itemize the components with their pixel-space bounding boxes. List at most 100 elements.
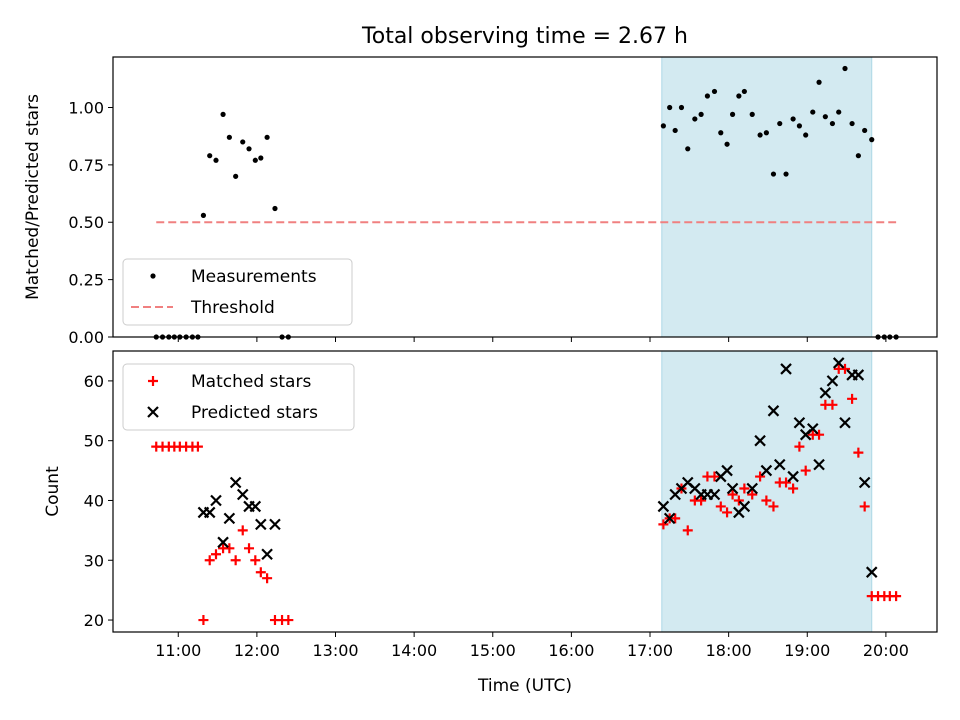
matched-star-point — [250, 555, 261, 566]
measurement-point — [757, 132, 763, 138]
matched-star-point — [840, 363, 851, 374]
measurement-point — [736, 93, 742, 99]
measurement-point — [704, 93, 711, 99]
measurement-point — [729, 111, 736, 117]
measurement-point — [749, 111, 755, 117]
predicted-star-point — [269, 518, 281, 531]
x-tick-label: 13:00 — [312, 641, 358, 660]
measurement-point — [233, 173, 239, 179]
measurement-point — [855, 153, 861, 159]
matched-star-point — [859, 501, 870, 512]
x-tick-label: 16:00 — [548, 641, 594, 660]
y-tick-label: 0.00 — [68, 328, 104, 347]
measurement-point — [213, 157, 219, 163]
x-tick-label: 11:00 — [155, 641, 201, 660]
matched-star-point — [198, 615, 209, 626]
predicted-star-point — [261, 548, 273, 561]
measurement-point — [849, 120, 855, 127]
x-tick-label: 14:00 — [391, 641, 437, 660]
y-tick-label: 20 — [84, 611, 104, 630]
measurement-point — [803, 132, 809, 138]
x-tick-label: 20:00 — [863, 641, 909, 660]
y-tick-label: 0.50 — [68, 213, 104, 232]
matched-star-point — [739, 483, 750, 494]
predicted-star-point — [203, 506, 216, 519]
matched-star-point — [800, 465, 811, 476]
matched-star-point — [283, 615, 294, 626]
matched-star-point — [827, 399, 838, 410]
matched-star-point — [696, 495, 707, 506]
predicted-star-point — [813, 458, 825, 471]
measurement-point — [822, 114, 828, 120]
measurement-point — [240, 139, 246, 145]
predicted-star-point — [746, 482, 759, 495]
measurement-point — [711, 88, 718, 95]
matched-star-point — [794, 441, 805, 452]
matched-star-point — [682, 525, 693, 536]
x-tick-label: 12:00 — [234, 641, 280, 660]
matched-star-point — [853, 447, 864, 458]
predicted-star-point — [223, 512, 236, 525]
matched-star-point — [230, 555, 241, 566]
legend-matched-swatch — [148, 376, 158, 386]
legend: Measurements Threshold — [122, 258, 353, 326]
predicted-star-point — [657, 500, 670, 513]
measurement-point — [692, 116, 698, 122]
top-panel: 0.00 0.25 0.50 0.75 1.00 Matched/Predicted st… — [23, 56, 938, 347]
matched-star-point — [722, 507, 733, 518]
x-tick-label: 17:00 — [627, 641, 673, 660]
y-tick-label: 50 — [84, 432, 104, 451]
measurement-point — [718, 130, 724, 136]
predicted-star-point — [210, 494, 222, 507]
legend-measurement-swatch — [150, 273, 156, 279]
series-predicted-stars — [197, 357, 878, 578]
predicted-star-point — [806, 422, 819, 435]
predicted-star-point — [255, 518, 267, 531]
measurement-point — [698, 111, 704, 117]
matched-star-point — [733, 495, 744, 506]
predicted-star-point — [708, 488, 721, 501]
measurement-point — [869, 137, 875, 143]
matched-star-point — [891, 591, 902, 602]
series-matched-stars — [151, 363, 902, 626]
measurement-point — [252, 157, 258, 163]
legend-box — [122, 258, 353, 326]
measurement-point — [741, 88, 747, 95]
matched-star-point — [814, 429, 825, 440]
matched-star-point — [211, 549, 221, 560]
y-tick-label: 0.75 — [68, 156, 104, 175]
predicted-star-point — [773, 458, 786, 471]
matched-star-point — [237, 525, 248, 536]
matched-star-point — [658, 519, 669, 530]
predicted-star-point — [738, 500, 751, 513]
axes-frame — [112, 56, 938, 338]
measurement-point — [220, 111, 226, 117]
chart-title: Total observing time = 2.67 h — [361, 24, 688, 49]
predicted-star-point — [229, 476, 242, 489]
legend-label: Threshold — [190, 298, 275, 318]
predicted-star-point — [839, 416, 851, 429]
matched-star-point — [768, 501, 779, 512]
bottom-panel: 20 30 40 50 60 Count 11:00 12:00 13:00 14:00 15:00… — [43, 350, 938, 660]
observing-window-band — [661, 56, 873, 338]
x-tick-label: 15:00 — [470, 641, 516, 660]
measurement-point — [842, 65, 848, 72]
predicted-star-point — [726, 482, 739, 495]
predicted-star-point — [793, 416, 806, 429]
measurement-point — [816, 79, 822, 85]
matched-star-point — [715, 501, 726, 512]
x-axis-label: Time (UTC) — [477, 676, 572, 696]
y-tick-label: 60 — [84, 372, 104, 391]
measurement-point — [790, 116, 796, 122]
measurement-point — [796, 123, 803, 129]
measurement-point — [660, 123, 666, 129]
measurement-point — [258, 155, 264, 161]
predicted-star-point — [721, 464, 733, 477]
matched-star-point — [670, 513, 681, 524]
matched-star-point — [788, 483, 799, 494]
predicted-star-point — [852, 369, 865, 381]
measurement-point — [770, 171, 777, 177]
predicted-star-point — [780, 363, 792, 375]
measurement-point — [672, 127, 678, 134]
